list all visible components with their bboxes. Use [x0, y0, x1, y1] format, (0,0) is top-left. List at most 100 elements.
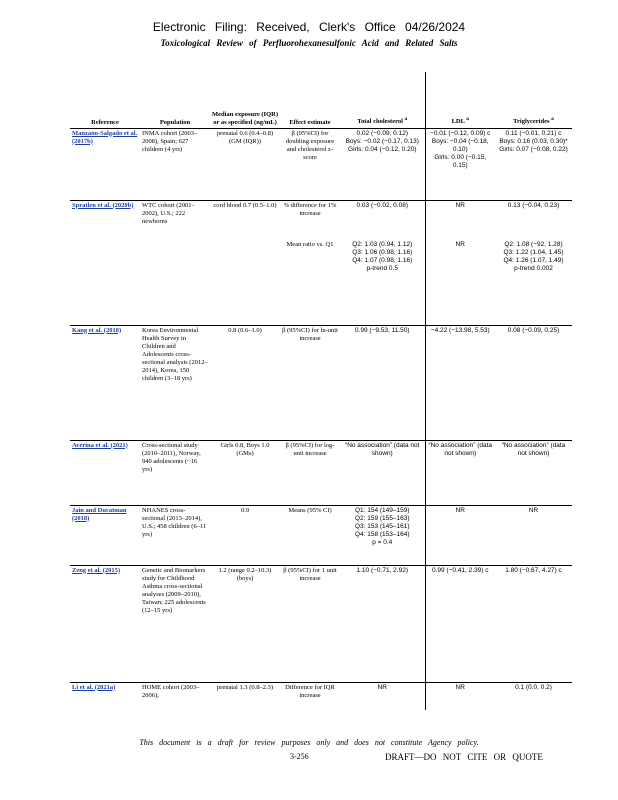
- cell-text: β (95%CI) for 1 unit increase: [283, 566, 337, 582]
- column-header: Population: [140, 72, 210, 129]
- table-cell: NR: [425, 199, 495, 240]
- cell-line: −0.01 (−0.12, 0.09) c: [430, 129, 491, 137]
- table-cell: Zeng et al. (2015): [70, 564, 140, 682]
- cell-line: Q2: 1.08 (−92, 1.28): [504, 241, 563, 248]
- cell-text: β (95%CI) for doubling exposure and chol…: [285, 129, 335, 161]
- page-number: 3-256: [290, 752, 309, 761]
- table-cell: −0.01 (−0.12, 0.09) c Boys: −0.04 (−0.18,…: [425, 127, 495, 200]
- table-cell: Q2: 1.08 (−92, 1.28) Q3: 1.22 (1.04, 1.45…: [495, 240, 572, 325]
- header-note: a: [404, 116, 408, 123]
- cell-text: −4.22 (−13.98, 5.53): [430, 326, 490, 334]
- reference-link[interactable]: Li et al. (2021a): [72, 683, 116, 691]
- table-row: Averina et al. (2021) Cross-sectional stu…: [70, 439, 572, 505]
- header-note: a: [551, 116, 554, 123]
- cell-line: 0.11 (−0.01, 0.21) c: [505, 129, 562, 137]
- table-cell: 0.08 (−0.09, 0.25): [495, 324, 572, 440]
- table-cell: Li et al. (2021a): [70, 681, 140, 710]
- table-cell: 1.10 (−0.71, 2.92): [340, 564, 426, 682]
- reference-link[interactable]: Zeng et al. (2015): [72, 566, 121, 574]
- column-header: Reference: [70, 72, 140, 129]
- cell-line: Q4: 1.07 (0.98, 1.16): [352, 257, 413, 264]
- table-cell: WTC cohort (2001–2002), U.S.; 222 newbor…: [140, 199, 210, 240]
- table-cell: 0.9: [210, 504, 280, 565]
- data-table: Reference Population Median exposure (IQR)…: [70, 72, 572, 710]
- cell-text: 1.10 (−0.71, 2.92): [356, 566, 409, 574]
- table-cell: 0.99 (−9.53, 11.50): [340, 324, 426, 440]
- table-cell: Means (95% CI): [280, 504, 340, 565]
- cell-text: 0.1 (0.0, 0.2): [515, 683, 552, 691]
- disclaimer: This document is a draft for review purp…: [139, 738, 479, 747]
- table-row: Jain and Ducatman (2018) NHANES cross-sec…: [70, 504, 572, 565]
- cell-text: INMA cohort (2003–2008), Spain; 627 chil…: [142, 129, 198, 153]
- cell-line: p = 0.4: [372, 538, 393, 546]
- table-cell: Manzano-Salgado et al. (2017b): [70, 127, 140, 200]
- cell-line: Q1: 154 (149–159): [354, 506, 410, 514]
- table-cell: NR: [425, 240, 495, 325]
- header-line: Electronic Filing: Received, Clerk's Off…: [152, 20, 466, 34]
- table-row: Kang et al. (2018) Korea Environmental He…: [70, 324, 572, 440]
- header-label: Population: [159, 118, 191, 126]
- cell-text: “No association” (data not shown): [501, 441, 566, 457]
- table-cell: Jain and Ducatman (2018): [70, 504, 140, 565]
- table-cell: 1.80 (−0.67, 4.27) c: [495, 564, 572, 682]
- reference-link[interactable]: Averina et al. (2021): [72, 441, 128, 449]
- cell-text: 0.99 (−0.41, 2.39) c: [431, 566, 489, 574]
- column-header: Effect estimate: [280, 72, 340, 129]
- cell-text: “No association” (data not shown): [345, 441, 420, 457]
- table-cell: 0.13 (−0.04, 0.23): [495, 199, 572, 240]
- cell-line: Girls: 0.00 (−0.15, 0.15): [434, 153, 487, 169]
- header-label: Reference: [91, 118, 119, 126]
- cell-text: 1.80 (−0.67, 4.27) c: [505, 566, 562, 574]
- cell-line: Q3: 153 (145–161): [354, 522, 410, 530]
- cell-text: % difference for 1% increase: [283, 201, 337, 217]
- table-cell: 0.03 (−0.02, 0.08): [340, 199, 426, 240]
- cell-text: cord blood 0.7 (0.5–1.0): [213, 201, 277, 209]
- table-cell: Q1: 154 (149–159) Q2: 159 (155–163) Q3: 15…: [340, 504, 426, 565]
- table-cell: cord blood 0.7 (0.5–1.0): [210, 199, 280, 240]
- report-title: Toxicological Review of Perfluorohexanes…: [160, 38, 458, 48]
- column-header: LDL a: [425, 72, 495, 129]
- table-cell: 0.99 (−0.41, 2.39) c: [425, 564, 495, 682]
- column-header: Median exposure (IQR) or as specified (n…: [210, 72, 280, 129]
- header-label: LDL: [451, 118, 465, 126]
- table-cell: Kang et al. (2018): [70, 324, 140, 440]
- table-row: Manzano-Salgado et al. (2017b) INMA cohor…: [70, 127, 572, 200]
- cell-line: Boys: 0.16 (0.03, 0.30)*: [499, 137, 568, 145]
- table-cell: [70, 240, 140, 325]
- table-cell: 0.1 (0.0, 0.2): [495, 681, 572, 710]
- table-cell: Genetic and Biomarkers study for Childho…: [140, 564, 210, 682]
- cell-text: 1.2 (range 0.2–10.3) (boys): [218, 566, 272, 582]
- cell-text: Genetic and Biomarkers study for Childho…: [142, 566, 206, 614]
- cell-text: Difference for IQR increase: [285, 683, 335, 699]
- table-cell: Difference for IQR increase: [280, 681, 340, 710]
- reference-link[interactable]: Jain and Ducatman (2018): [72, 506, 127, 522]
- column-header: Triglycerides a: [495, 72, 572, 129]
- cell-text: Girls 0.8, Boys 1.0 (GMs): [220, 441, 270, 457]
- cell-line: Girls: 0.07 (−0.08, 0.22): [499, 145, 568, 153]
- reference-link[interactable]: Spratlen et al. (2020b): [72, 201, 134, 209]
- table-row: Spratlen et al. (2020b) WTC cohort (2001–…: [70, 199, 572, 240]
- table-cell: Q2: 1.03 (0.94, 1.12) Q3: 1.06 (0.98, 1.1…: [340, 240, 426, 325]
- table-cell: [140, 240, 210, 325]
- table-row: Mean ratio vs. Q1 Q2: 1.03 (0.94, 1.12) Q3…: [70, 240, 572, 325]
- table-row: Li et al. (2021a) HOME cohort (2003–2006)…: [70, 681, 572, 710]
- table-cell: NR: [340, 681, 426, 710]
- table-cell: 0.11 (−0.01, 0.21) c Boys: 0.16 (0.03, 0.…: [495, 127, 572, 200]
- table-cell: “No association” (data not shown): [425, 439, 495, 505]
- cell-text: 0.9: [240, 506, 250, 514]
- cell-text: NR: [455, 201, 465, 209]
- cell-text: 0.03 (−0.02, 0.08): [356, 201, 409, 209]
- cell-line: Q4: 158 (153–164): [354, 530, 410, 538]
- table-cell: INMA cohort (2003–2008), Spain; 627 chil…: [140, 127, 210, 200]
- reference-link[interactable]: Kang et al. (2018): [72, 326, 122, 334]
- table-cell: β (95%CI) for 1 unit increase: [280, 564, 340, 682]
- cell-text: WTC cohort (2001–2002), U.S.; 222 newbor…: [142, 201, 195, 225]
- table-cell: −4.22 (−13.98, 5.53): [425, 324, 495, 440]
- cell-text: “No association” (data not shown): [428, 441, 493, 457]
- cell-line: Boys: −0.02 (−0.17, 0.13): [345, 137, 419, 145]
- table-cell: 0.8 (0.6–1.0): [210, 324, 280, 440]
- reference-link[interactable]: Manzano-Salgado et al. (2017b): [72, 129, 138, 145]
- cell-text: NHANES cross-sectional (2013–2014), U.S.…: [142, 506, 207, 538]
- cell-line: Q4: 1.26 (1.07, 1.49): [503, 257, 564, 264]
- cell-line: Q3: 1.22 (1.04, 1.45): [503, 249, 564, 256]
